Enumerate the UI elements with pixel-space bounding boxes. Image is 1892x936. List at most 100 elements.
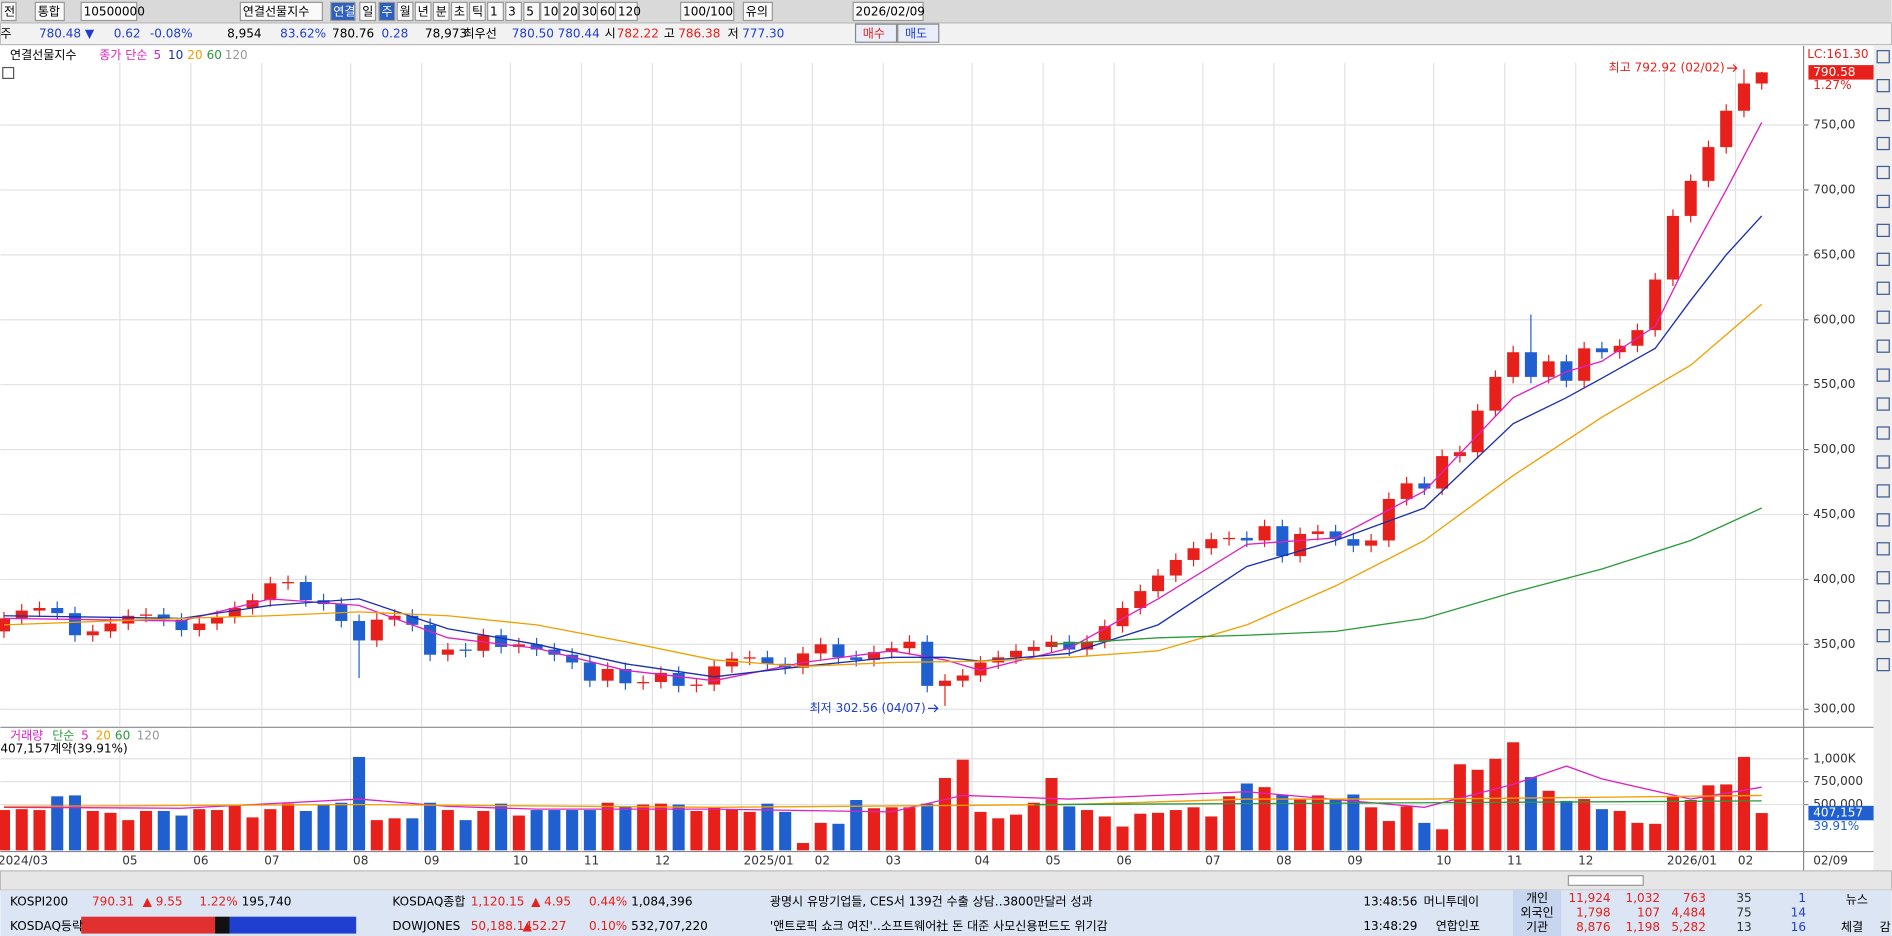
toolbar-button[interactable] — [614, 1, 638, 22]
tool-icon[interactable] — [1876, 629, 1890, 643]
volume-bar — [1595, 809, 1608, 851]
toolbar-button[interactable] — [505, 1, 523, 22]
quote-value: 782.22 — [617, 26, 659, 40]
toolbar-button[interactable] — [414, 1, 432, 22]
toolbar-button[interactable] — [742, 1, 773, 22]
toolbar-button[interactable] — [34, 1, 65, 22]
ticker-item: 13:48:29 — [1363, 919, 1417, 933]
toolbar-button[interactable] — [330, 1, 356, 22]
volume-bar — [654, 803, 667, 851]
order-button[interactable] — [854, 23, 898, 43]
volume-bar — [548, 810, 561, 851]
tab[interactable]: 감 — [1880, 920, 1891, 934]
tool-icon[interactable] — [1876, 455, 1890, 469]
tool-icon[interactable] — [1876, 513, 1890, 527]
y-tick-label: 400,00 — [1813, 572, 1855, 586]
tool-icon[interactable] — [1876, 50, 1890, 64]
toolbar-label: 120 — [618, 5, 641, 19]
quote-value: 시 — [605, 26, 616, 40]
tool-icon[interactable] — [1876, 107, 1890, 122]
toolbar-button[interactable] — [487, 1, 504, 22]
chart-title: 거래량 — [10, 728, 43, 742]
candle-body — [1489, 376, 1502, 411]
ticker-item: 0.10% — [589, 919, 627, 933]
candle-body — [459, 649, 472, 651]
candle-body — [637, 681, 650, 684]
toolbar-button[interactable] — [523, 1, 541, 22]
toolbar-button[interactable] — [0, 1, 17, 22]
ticker-item: KOSDAQ종합 — [392, 895, 465, 909]
toolbar-button[interactable] — [852, 1, 924, 22]
tool-icon[interactable] — [1876, 223, 1890, 238]
scroll-thumb[interactable] — [1567, 875, 1644, 886]
legend-entry: 5 — [154, 48, 162, 62]
volume-bar — [1027, 802, 1040, 851]
toolbar-button[interactable] — [239, 1, 324, 22]
toolbar-button[interactable] — [80, 1, 138, 22]
volume-bar — [1489, 758, 1502, 851]
ticker-item[interactable]: '앤트로픽 쇼크 여진'‥소프트웨어社 돈 대준 사모신용펀드도 위기감 — [770, 918, 1108, 933]
volume-bar — [157, 810, 170, 851]
tool-icon[interactable] — [1876, 368, 1890, 382]
tool-icon[interactable] — [1876, 571, 1890, 585]
tab[interactable]: 체결 — [1841, 920, 1863, 934]
quote-value: 78,973 — [425, 26, 467, 40]
x-tick-label: 04 — [974, 854, 989, 868]
toolbar-button[interactable] — [540, 1, 560, 22]
tool-icon[interactable] — [1876, 79, 1890, 93]
toolbar-button[interactable] — [432, 1, 450, 22]
toolbar-label: 주 — [382, 5, 393, 19]
tool-icon[interactable] — [1876, 339, 1890, 353]
y-tick-label: 500,00 — [1813, 442, 1855, 456]
last-price-box — [1808, 65, 1874, 80]
sidebar-icons — [1876, 50, 1890, 672]
volume-bar — [1152, 812, 1165, 851]
tool-icon[interactable] — [1876, 281, 1890, 295]
tool-icon[interactable] — [1876, 136, 1890, 151]
tool-icon[interactable] — [1876, 252, 1890, 266]
tool-icon[interactable] — [1876, 657, 1890, 672]
candle-body — [139, 614, 153, 616]
volume-bar — [1258, 787, 1271, 851]
tool-icon[interactable] — [1876, 194, 1890, 209]
toolbar-label: 초 — [454, 5, 465, 19]
toolbar-button[interactable] — [468, 1, 486, 22]
toolbar-button[interactable] — [680, 1, 735, 22]
candle-body — [1134, 591, 1147, 608]
tool-icon[interactable] — [1876, 397, 1890, 411]
toolbar-button[interactable] — [359, 1, 377, 22]
toolbar-button[interactable] — [450, 1, 468, 22]
volume-bar — [796, 843, 809, 851]
quote-value: 780.44 — [558, 26, 600, 40]
tab[interactable]: 뉴스 — [1846, 892, 1868, 906]
candle-body — [1205, 539, 1218, 549]
toolbar-button[interactable] — [396, 1, 414, 22]
quote-value[interactable]: 매수 — [863, 26, 885, 40]
candle-body — [867, 652, 880, 660]
candle-body — [921, 641, 934, 686]
settings-icon[interactable] — [2, 66, 15, 80]
toolbar-button[interactable] — [378, 1, 396, 22]
tool-icon[interactable] — [1876, 600, 1890, 614]
tool-icon[interactable] — [1876, 484, 1890, 498]
ticker-item[interactable]: 광명시 유망기업들, CES서 139건 수출 상담‥3800만달러 성과 — [770, 895, 1093, 909]
candle-body — [1542, 361, 1555, 377]
x-tick-label: 06 — [193, 854, 208, 868]
tool-icon[interactable] — [1876, 542, 1890, 556]
order-button[interactable] — [897, 23, 940, 43]
x-tick-label: 11 — [1507, 854, 1522, 868]
candle-body — [850, 657, 863, 660]
toolbar-button[interactable] — [559, 1, 579, 22]
tool-icon[interactable] — [1876, 165, 1890, 180]
tool-icon[interactable] — [1876, 426, 1890, 440]
y-tick-label: 450,00 — [1813, 507, 1855, 521]
volume-bar — [86, 810, 99, 851]
ma-line — [3, 303, 1763, 668]
tool-icon[interactable] — [1876, 310, 1890, 324]
candle-body — [1755, 72, 1768, 84]
candle-body — [51, 607, 64, 614]
quote-value[interactable]: 매도 — [905, 26, 927, 40]
volume-bar — [1737, 756, 1750, 851]
quote-value: -0.08% — [150, 26, 193, 40]
ticker-item: KOSPI200 — [10, 895, 68, 909]
